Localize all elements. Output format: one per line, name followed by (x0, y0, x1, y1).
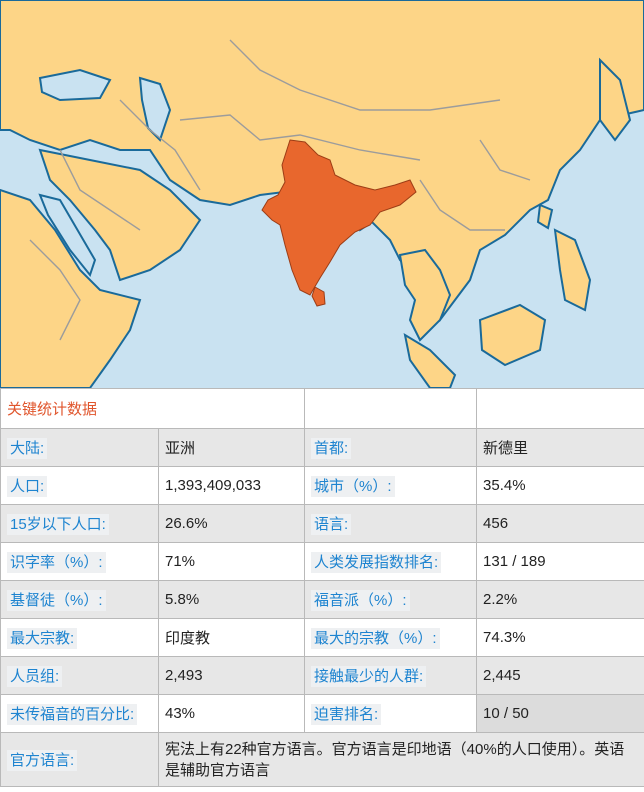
stat-label: 大陆: (7, 438, 48, 459)
arabia-land (38, 148, 202, 282)
stat-label: 最大的宗教（%）: (311, 628, 440, 649)
stat-value: 74.3% (476, 618, 644, 657)
key-stats-panel: 关键统计数据 大陆: 亚洲 首都: 新德里 人口: 1,393,409,033 … (0, 388, 644, 792)
stat-label: 迫害排名: (311, 704, 382, 725)
stats-header-row: 关键统计数据 (0, 388, 644, 429)
empty-cell (304, 388, 478, 429)
red-sea (38, 193, 97, 278)
table-row: 大陆: 亚洲 首都: 新德里 (0, 428, 644, 467)
stat-label: 人员组: (7, 666, 63, 687)
sumatra (403, 332, 457, 388)
stat-label: 未传福音的百分比: (7, 704, 138, 725)
philippines (553, 228, 592, 312)
official-language-label: 官方语言: (7, 750, 78, 771)
stat-label: 城市（%）: (311, 476, 395, 497)
stat-label: 人类发展指数排名: (311, 552, 442, 573)
africa-land (0, 188, 142, 388)
stat-value: 2.2% (476, 580, 644, 619)
table-row: 未传福音的百分比: 43% 迫害排名: 10 / 50 (0, 694, 644, 733)
empty-cell (476, 388, 644, 429)
stat-label: 最大宗教: (7, 628, 78, 649)
stat-label: 福音派（%）: (311, 590, 410, 611)
stat-label: 15岁以下人口: (7, 514, 109, 535)
black-sea (38, 68, 112, 102)
key-stats-table: 关键统计数据 大陆: 亚洲 首都: 新德里 人口: 1,393,409,033 … (0, 388, 644, 787)
stat-value: 2,493 (157, 656, 306, 695)
caspian-sea (138, 76, 172, 142)
stat-label: 基督徒（%）: (7, 590, 106, 611)
table-row: 最大宗教: 印度教 最大的宗教（%）: 74.3% (0, 618, 644, 657)
stat-value: 2,445 (476, 656, 644, 695)
stat-value: 131 / 189 (476, 542, 644, 581)
stat-value: 1,393,409,033 (157, 466, 306, 505)
table-row: 15岁以下人口: 26.6% 语言: 456 (0, 504, 644, 543)
southeast-asia-land (398, 248, 452, 342)
stats-title: 关键统计数据 (0, 388, 306, 429)
india-highlight (261, 139, 417, 296)
stat-label: 人口: (7, 476, 48, 497)
stat-value: 43% (157, 694, 306, 733)
stat-label: 接触最少的人群: (311, 666, 427, 687)
stat-value: 456 (476, 504, 644, 543)
table-row: 识字率（%）: 71% 人类发展指数排名: 131 / 189 (0, 542, 644, 581)
stat-value: 71% (157, 542, 306, 581)
stat-value: 新德里 (476, 428, 644, 467)
table-row: 基督徒（%）: 5.8% 福音派（%）: 2.2% (0, 580, 644, 619)
stat-value: 印度教 (157, 618, 306, 657)
sri-lanka (311, 286, 326, 307)
stat-value: 26.6% (157, 504, 306, 543)
stat-value: 35.4% (476, 466, 644, 505)
taiwan (536, 203, 554, 230)
stat-label: 首都: (311, 438, 352, 459)
stat-value: 亚洲 (157, 428, 306, 467)
table-row: 人口: 1,393,409,033 城市（%）: 35.4% (0, 466, 644, 505)
japan-coast (599, 57, 632, 142)
country-borders (29, 39, 531, 341)
region-map (0, 0, 644, 388)
official-language-value: 宪法上有22种官方语言。官方语言是印地语（40%的人口使用）。英语是辅助官方语言 (157, 732, 644, 787)
stat-value: 5.8% (157, 580, 306, 619)
stat-label: 语言: (311, 514, 352, 535)
table-row: 人员组: 2,493 接触最少的人群: 2,445 (0, 656, 644, 695)
borneo (478, 303, 547, 367)
official-language-row: 官方语言: 宪法上有22种官方语言。官方语言是印地语（40%的人口使用）。英语是… (0, 732, 644, 787)
stat-value: 10 / 50 (476, 694, 644, 733)
map-svg (0, 0, 644, 388)
stat-label: 识字率（%）: (7, 552, 106, 573)
